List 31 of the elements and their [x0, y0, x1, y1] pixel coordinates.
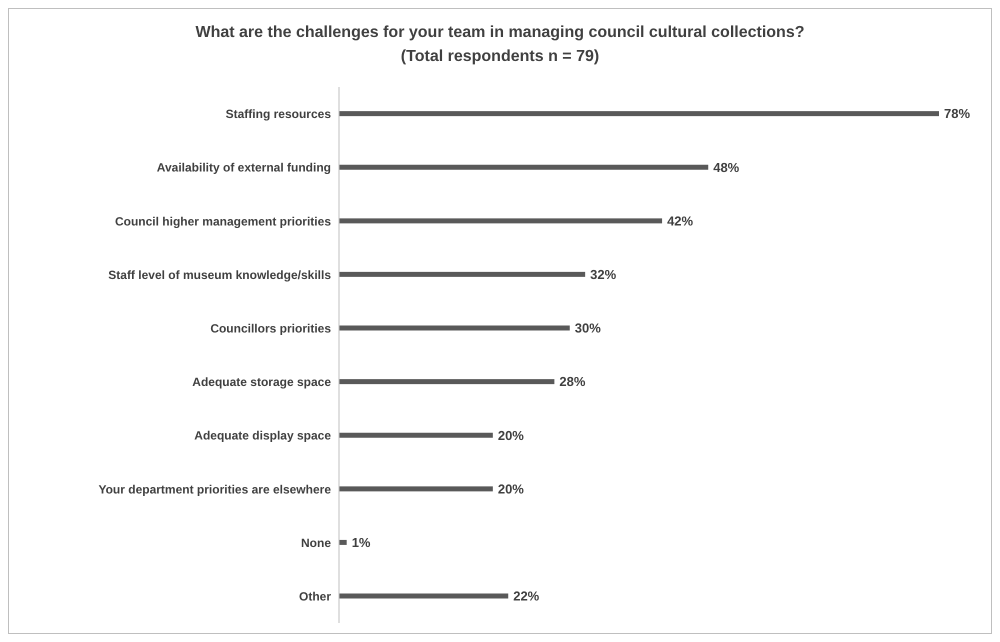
y-tick-label: Your department priorities are elsewhere: [98, 482, 332, 496]
data-label: 78%: [944, 106, 970, 122]
y-tick-label: None: [301, 536, 332, 550]
data-label: 42%: [667, 213, 694, 228]
bar: [339, 379, 554, 384]
data-label: 28%: [559, 374, 586, 390]
data-label: 30%: [574, 320, 602, 336]
data-label: 20%: [498, 481, 524, 496]
bar: [339, 486, 493, 492]
data-label: 48%: [713, 160, 740, 175]
bar: [339, 540, 347, 545]
y-tick-label: Staff level of museum knowledge/skills: [108, 268, 332, 282]
bar: [339, 164, 708, 170]
y-tick-label: Council higher management priorities: [114, 214, 332, 228]
y-tick-label: Adequate storage space: [192, 375, 332, 390]
y-tick-label: Staffing resources: [226, 107, 332, 122]
bar: [339, 594, 508, 599]
data-label: 1%: [352, 535, 371, 550]
y-tick-label: Other: [298, 589, 332, 604]
bar: [339, 326, 570, 331]
bar: [339, 111, 939, 116]
bar: [339, 272, 586, 277]
y-tick-label: Adequate display space: [194, 428, 332, 443]
data-label: 32%: [590, 267, 617, 282]
bar: [339, 432, 493, 438]
y-tick-label: Availability of external funding: [156, 160, 331, 175]
chart-title: What are the challenges for your team in managing council cultural collections? (Total respondents n = 79): [194, 23, 806, 67]
data-label: 22%: [513, 588, 540, 604]
y-tick-label: Councillors priorities: [210, 321, 332, 336]
data-label: 20%: [498, 428, 524, 443]
bar: [339, 218, 662, 224]
